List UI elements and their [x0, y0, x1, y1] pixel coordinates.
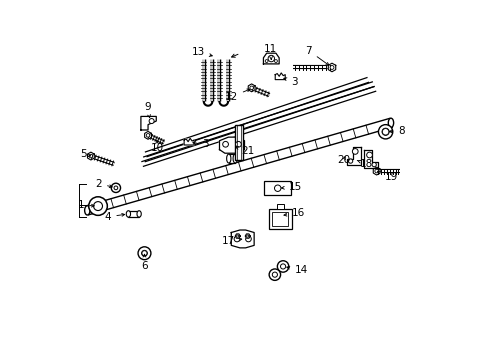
Polygon shape [244, 234, 250, 238]
Polygon shape [143, 82, 373, 162]
Circle shape [272, 272, 277, 277]
Circle shape [348, 159, 352, 163]
Text: 3: 3 [192, 139, 208, 149]
Text: 2: 2 [95, 179, 112, 189]
Text: 18: 18 [357, 159, 372, 169]
Ellipse shape [137, 211, 141, 217]
Polygon shape [231, 230, 254, 248]
Circle shape [93, 202, 102, 211]
Ellipse shape [84, 206, 90, 215]
Text: 3: 3 [283, 77, 297, 87]
Bar [228, 154, 235, 163]
Circle shape [249, 86, 253, 90]
Polygon shape [87, 152, 94, 160]
Text: 21: 21 [235, 146, 254, 156]
Circle shape [264, 60, 267, 63]
Polygon shape [144, 131, 151, 139]
Polygon shape [275, 73, 285, 80]
Bar [264, 181, 290, 195]
Text: 17: 17 [222, 237, 241, 247]
Text: 13: 13 [191, 47, 212, 57]
Circle shape [382, 129, 388, 135]
Circle shape [277, 261, 288, 272]
Circle shape [149, 118, 154, 123]
Polygon shape [141, 116, 156, 130]
Circle shape [88, 197, 107, 215]
Bar [272, 212, 287, 226]
Bar [235, 125, 243, 160]
Polygon shape [372, 167, 379, 175]
Bar [276, 204, 283, 208]
Polygon shape [86, 118, 391, 215]
Text: 5: 5 [80, 149, 90, 159]
Circle shape [222, 141, 228, 147]
Circle shape [142, 250, 147, 256]
Circle shape [114, 186, 118, 190]
Circle shape [142, 251, 147, 256]
Circle shape [374, 169, 378, 173]
Circle shape [234, 236, 240, 242]
Circle shape [381, 128, 388, 135]
Text: 1: 1 [78, 200, 94, 210]
Circle shape [371, 162, 376, 167]
Circle shape [268, 269, 280, 280]
Polygon shape [248, 84, 255, 92]
Polygon shape [346, 147, 360, 165]
Polygon shape [219, 137, 244, 153]
Polygon shape [145, 78, 368, 157]
Text: 9: 9 [144, 102, 150, 118]
Polygon shape [184, 138, 194, 145]
Circle shape [329, 66, 333, 69]
Circle shape [245, 236, 251, 242]
Circle shape [280, 264, 285, 269]
Circle shape [352, 149, 357, 154]
Text: 7: 7 [305, 46, 328, 65]
Circle shape [235, 141, 241, 147]
Polygon shape [327, 63, 335, 72]
Text: 12: 12 [224, 89, 249, 102]
Circle shape [246, 235, 248, 237]
Ellipse shape [387, 118, 393, 127]
Circle shape [378, 125, 392, 139]
Circle shape [111, 183, 121, 193]
Text: 16: 16 [284, 208, 305, 218]
Text: 8: 8 [388, 126, 404, 136]
Bar [268, 208, 291, 229]
Circle shape [146, 134, 149, 137]
Ellipse shape [226, 154, 230, 163]
Text: 10: 10 [150, 140, 163, 153]
Circle shape [274, 185, 281, 192]
Circle shape [274, 60, 277, 63]
Bar [128, 211, 139, 217]
Text: 20: 20 [337, 155, 350, 165]
Circle shape [138, 247, 151, 260]
Circle shape [267, 55, 274, 62]
Polygon shape [263, 53, 279, 64]
Polygon shape [364, 150, 377, 168]
Circle shape [366, 152, 372, 158]
Text: 6: 6 [141, 254, 147, 271]
Ellipse shape [126, 211, 130, 217]
Text: 11: 11 [264, 44, 277, 59]
Circle shape [236, 235, 238, 237]
Text: 15: 15 [281, 182, 301, 192]
Polygon shape [235, 234, 240, 238]
Polygon shape [142, 86, 375, 166]
Text: 14: 14 [286, 265, 307, 275]
Text: 19: 19 [377, 171, 397, 182]
Ellipse shape [233, 154, 237, 163]
Text: 4: 4 [104, 212, 124, 222]
Circle shape [89, 154, 92, 158]
